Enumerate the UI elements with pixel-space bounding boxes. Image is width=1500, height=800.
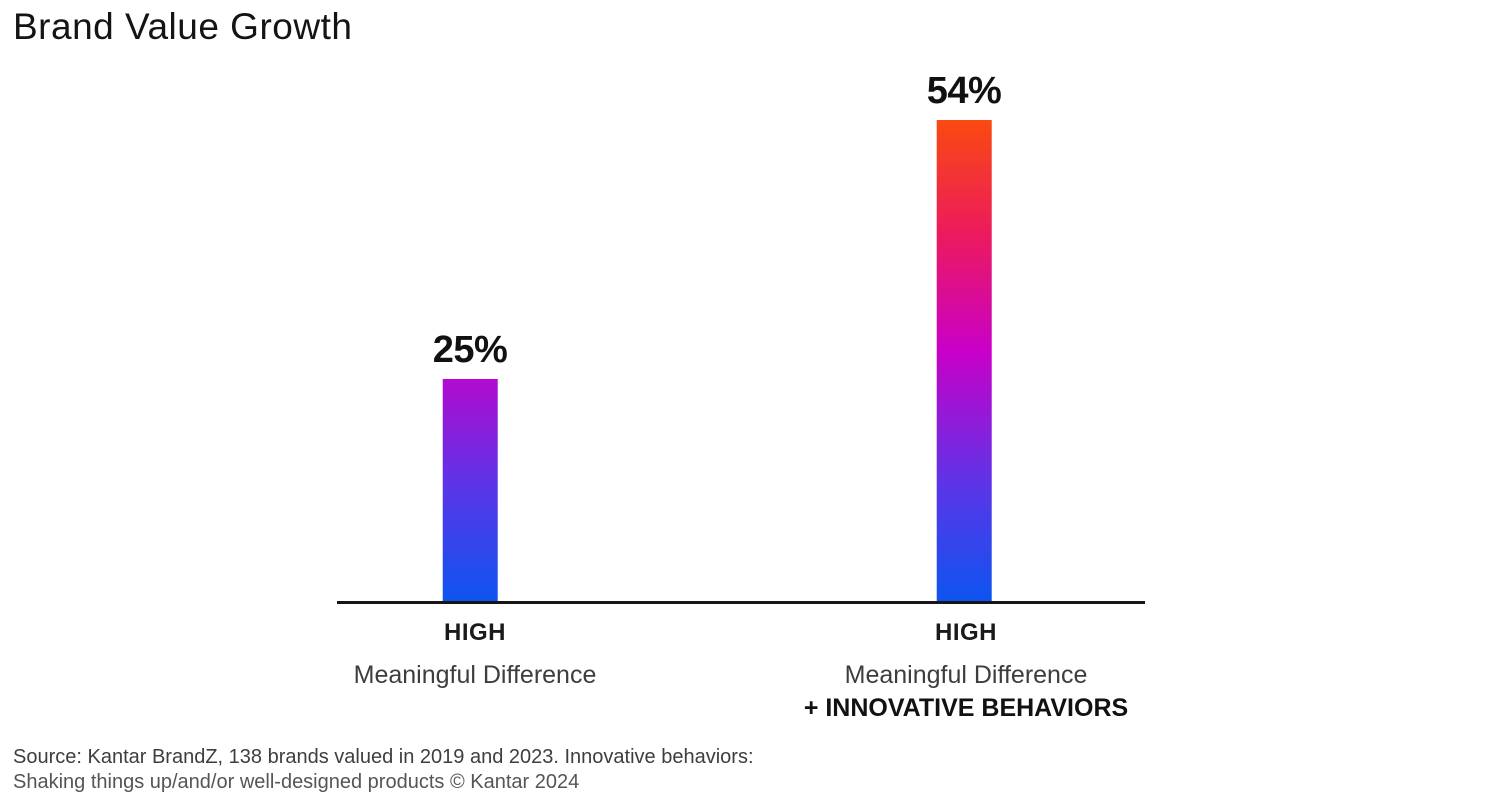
category-high-label: HIGH: [444, 619, 506, 646]
bar-meaningful-difference-plus-innovative: [936, 120, 992, 602]
category-high-label: HIGH: [934, 619, 997, 646]
bar-value-label: 54%: [926, 70, 1002, 112]
bar-meaningful-difference: [442, 379, 498, 602]
bar-value-label: 25%: [432, 329, 508, 371]
chart-title: Brand Value Growth: [13, 6, 353, 47]
source-footnote: Source: Kantar BrandZ, 138 brands valued…: [13, 745, 754, 795]
category-subtitle-label: Meaningful Difference: [353, 661, 597, 689]
bar-group-innovative-behaviors: 54%: [927, 70, 1002, 602]
category-label-left: HIGH Meaningful Difference: [354, 619, 597, 690]
category-subtitle-label: Meaningful Difference: [844, 661, 1088, 689]
source-line-1: Source: Kantar BrandZ, 138 brands valued…: [13, 746, 754, 768]
bar-group-meaningful-difference: 25%: [433, 329, 508, 602]
x-axis-baseline: [337, 601, 1145, 604]
category-label-right: HIGH Meaningful Difference + INNOVATIVE …: [804, 619, 1128, 723]
category-innovative-behaviors-label: + INNOVATIVE BEHAVIORS: [803, 694, 1129, 722]
source-line-2: Shaking things up/and/or well-designed p…: [13, 771, 580, 793]
